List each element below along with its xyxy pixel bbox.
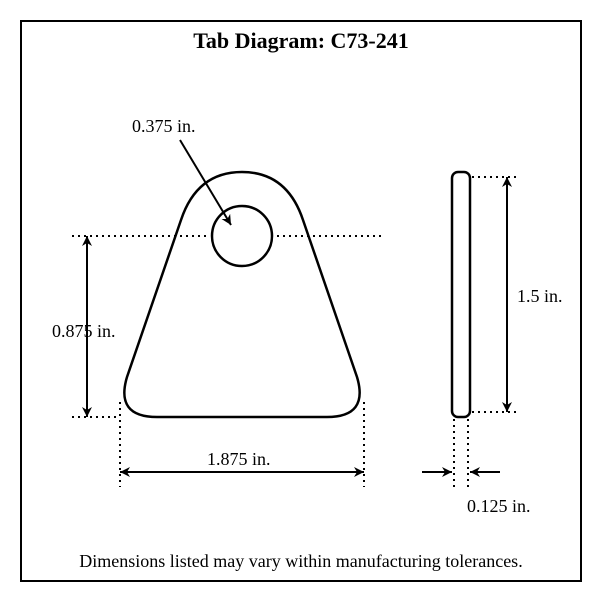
side-view: 1.5 in. 0.125 in. [422,172,563,516]
dim-side-height: 1.5 in. [517,286,563,306]
dim-thickness: 0.125 in. [467,496,531,516]
dim-hole-height: 0.875 in. [52,321,116,341]
dim-base-width: 1.875 in. [207,449,271,469]
diagram-frame: Tab Diagram: C73-241 Dimensions listed m… [20,20,582,582]
front-view: 0.875 in. 1.875 in. 0.375 in. [52,116,382,487]
diagram-svg: 0.875 in. 1.875 in. 0.375 in. 1.5 in. 0.… [22,22,580,580]
dim-hole-dia: 0.375 in. [132,116,196,136]
